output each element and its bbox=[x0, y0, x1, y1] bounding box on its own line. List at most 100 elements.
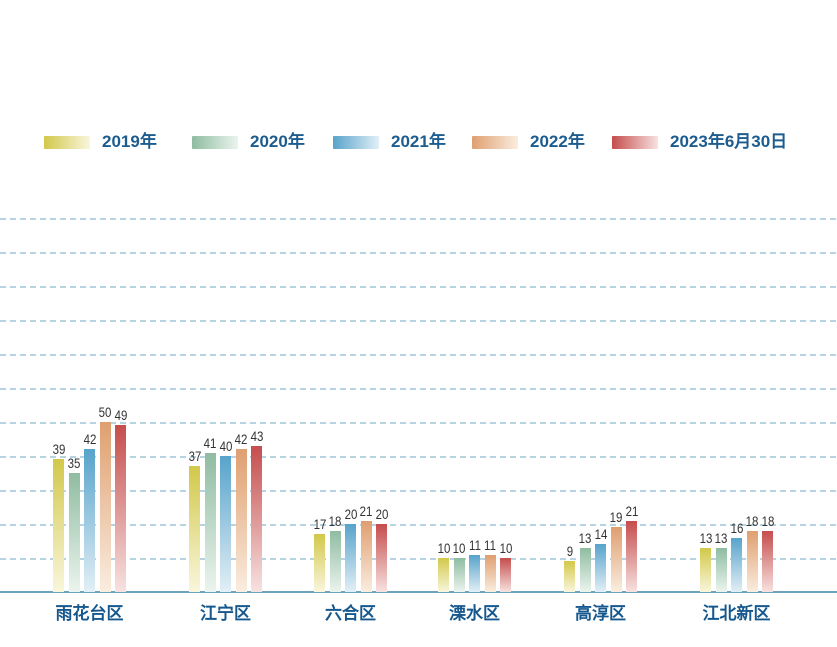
gridline bbox=[0, 286, 837, 288]
gridline bbox=[0, 218, 837, 220]
bar: 41 bbox=[204, 435, 216, 592]
category-label: 江北新区 bbox=[702, 604, 771, 623]
category-label: 溧水区 bbox=[449, 604, 500, 623]
bar-value-label: 11 bbox=[468, 536, 481, 553]
bar: 13 bbox=[715, 530, 727, 592]
legend-label: 2020年 bbox=[250, 132, 305, 151]
bar-value-label: 18 bbox=[745, 512, 759, 529]
legend-swatch bbox=[472, 135, 518, 149]
bar-value-label: 40 bbox=[219, 438, 232, 454]
bar-group-3: 17 18 20 21 20 bbox=[313, 0, 388, 592]
bar-group-4: 10 10 11 11 10 bbox=[437, 0, 512, 592]
bar: 20 bbox=[375, 506, 388, 592]
legend-swatch bbox=[192, 135, 238, 149]
legend-item-1[interactable]: 2019年 bbox=[44, 132, 157, 152]
gridline bbox=[0, 524, 837, 526]
bar-value-label: 21 bbox=[359, 502, 373, 519]
bar: 42 bbox=[235, 431, 247, 592]
bar: 49 bbox=[114, 407, 127, 592]
bar-group-1: 39 35 42 50 49 bbox=[52, 0, 127, 592]
bar: 18 bbox=[761, 513, 774, 592]
bar-value-label: 50 bbox=[98, 404, 112, 420]
legend-swatch bbox=[44, 135, 90, 149]
legend-item-5[interactable]: 2023年6月30日 bbox=[612, 132, 787, 152]
bar: 50 bbox=[99, 404, 111, 592]
gridline bbox=[0, 320, 837, 322]
bar-value-label: 16 bbox=[730, 519, 743, 536]
bar-value-label: 35 bbox=[67, 455, 81, 471]
bar: 16 bbox=[730, 520, 743, 592]
bar: 18 bbox=[329, 513, 341, 592]
bar-value-label: 42 bbox=[234, 431, 248, 448]
legend-item-3[interactable]: 2021年 bbox=[333, 132, 446, 152]
bar-value-label: 20 bbox=[344, 506, 357, 522]
gridline bbox=[0, 388, 837, 390]
x-axis-line bbox=[0, 591, 837, 593]
gridline bbox=[0, 354, 837, 356]
bar-value-label: 13 bbox=[714, 529, 728, 546]
bar: 17 bbox=[313, 516, 326, 592]
bar: 10 bbox=[437, 540, 450, 592]
bar: 43 bbox=[250, 428, 263, 592]
bar-value-label: 10 bbox=[499, 540, 512, 556]
bar: 37 bbox=[188, 448, 201, 592]
legend-label: 2019年 bbox=[102, 132, 157, 151]
category-label: 江宁区 bbox=[200, 604, 251, 623]
gridline bbox=[0, 422, 837, 424]
legend-swatch bbox=[612, 135, 658, 149]
category-label: 高淳区 bbox=[575, 604, 626, 623]
bar-value-label: 41 bbox=[203, 434, 217, 451]
bar-value-label: 18 bbox=[761, 512, 774, 529]
bar-value-label: 13 bbox=[699, 529, 712, 546]
bar: 21 bbox=[360, 503, 372, 592]
bar-value-label: 37 bbox=[188, 448, 201, 465]
bar-value-label: 10 bbox=[437, 540, 450, 556]
bar: 20 bbox=[344, 506, 357, 592]
bar: 18 bbox=[746, 513, 758, 592]
bar: 35 bbox=[68, 455, 80, 592]
bar: 10 bbox=[453, 540, 465, 592]
bar-value-label: 42 bbox=[83, 431, 96, 448]
bar: 11 bbox=[484, 537, 496, 592]
bar-value-label: 17 bbox=[313, 516, 326, 533]
bar: 13 bbox=[699, 530, 712, 592]
gridline bbox=[0, 558, 837, 560]
bar: 9 bbox=[564, 543, 575, 592]
bar-group-2: 37 41 40 42 43 bbox=[188, 0, 263, 592]
category-label: 六合区 bbox=[325, 604, 376, 623]
bar: 11 bbox=[469, 537, 480, 592]
legend-item-2[interactable]: 2020年 bbox=[192, 132, 305, 152]
bar-value-label: 9 bbox=[566, 543, 573, 560]
bar: 39 bbox=[52, 441, 65, 592]
legend-label: 2023年6月30日 bbox=[670, 132, 788, 151]
bar-value-label: 49 bbox=[114, 407, 127, 424]
bar-value-label: 20 bbox=[375, 506, 388, 522]
bar: 13 bbox=[579, 530, 591, 592]
bar: 42 bbox=[83, 431, 96, 592]
bar-value-label: 19 bbox=[609, 509, 623, 526]
bar: 19 bbox=[610, 509, 622, 592]
legend-swatch bbox=[333, 135, 379, 149]
legend-label: 2022年 bbox=[530, 132, 585, 151]
legend-item-4[interactable]: 2022年 bbox=[472, 132, 585, 152]
bar-value-label: 39 bbox=[52, 441, 65, 458]
gridline bbox=[0, 490, 837, 492]
bar-value-label: 21 bbox=[625, 502, 638, 519]
bar: 10 bbox=[499, 540, 512, 592]
bar-value-label: 11 bbox=[484, 536, 496, 553]
bar-value-label: 10 bbox=[452, 540, 466, 556]
bar-group-5: 9 13 14 19 21 bbox=[564, 0, 638, 592]
bar: 40 bbox=[219, 438, 232, 592]
bar: 14 bbox=[594, 526, 607, 592]
bar-value-label: 13 bbox=[578, 529, 592, 546]
bar-group-6: 13 13 16 18 18 bbox=[699, 0, 774, 592]
gridline bbox=[0, 252, 837, 254]
bar-value-label: 14 bbox=[594, 526, 607, 543]
legend-label: 2021年 bbox=[391, 132, 446, 151]
bar-value-label: 18 bbox=[328, 512, 342, 529]
gridline bbox=[0, 456, 837, 458]
bar-value-label: 43 bbox=[250, 427, 263, 444]
category-label: 雨花台区 bbox=[55, 604, 124, 623]
